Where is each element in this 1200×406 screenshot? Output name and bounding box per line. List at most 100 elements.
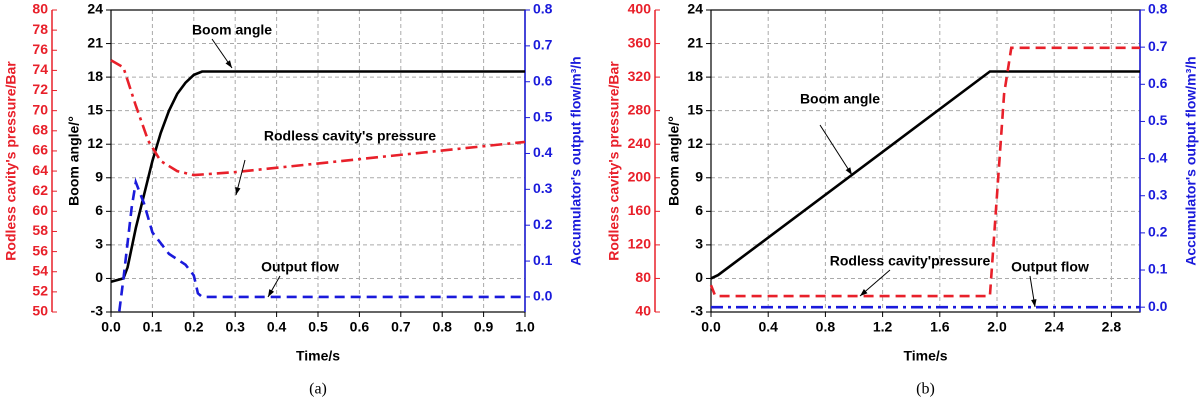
y-tick-label: 3 <box>695 236 703 252</box>
x-tick-label: 0.3 <box>225 319 245 335</box>
x-tick-label: 2.8 <box>1102 319 1122 335</box>
annotation: Output flow <box>261 259 339 275</box>
x-tick-label: 2.0 <box>987 319 1007 335</box>
y3-tick-label: 70 <box>32 101 48 117</box>
caption: (a) <box>309 381 327 398</box>
y-tick-label: 9 <box>695 168 703 184</box>
x-tick-label: 0.9 <box>474 319 494 335</box>
y2-tick-label: 0.4 <box>1148 149 1168 165</box>
arrow-head <box>1031 299 1037 307</box>
annotation: Boom angle <box>800 91 880 107</box>
y-tick-label: 9 <box>95 168 103 184</box>
x-tick-label: 0.7 <box>391 319 411 335</box>
y3-tick-label: 76 <box>32 41 48 57</box>
y2-tick-label: 0.3 <box>533 180 553 196</box>
y2-axis-title: Accumulator's output flow/m³/h <box>1183 56 1199 265</box>
y3-tick-label: 56 <box>32 242 48 258</box>
y2-tick-label: 0.2 <box>1148 224 1168 240</box>
y2-tick-label: 0.3 <box>1148 186 1168 202</box>
y3-axis-title: Rodless cavity's pressure/Bar <box>3 61 19 261</box>
y2-tick-label: 0.6 <box>1148 75 1168 91</box>
x-tick-label: 0.6 <box>350 319 370 335</box>
y3-tick-label: 74 <box>32 61 48 77</box>
y-tick-label: 21 <box>687 34 703 50</box>
y3-axis-title: Rodless cavity's pressure/Bar <box>606 61 622 261</box>
annotation: Output flow <box>1011 259 1089 275</box>
y2-axis-title: Accumulator's output flow/m³/h <box>568 56 584 265</box>
arrow-head <box>268 289 275 297</box>
y-tick-label: 24 <box>87 1 103 17</box>
x-tick-label: 0.4 <box>758 319 778 335</box>
y-tick-label: 3 <box>95 236 103 252</box>
y-tick-label: -3 <box>91 303 104 319</box>
y2-tick-label: 0.5 <box>1148 112 1168 128</box>
y2-tick-label: 0.0 <box>533 288 553 304</box>
y3-tick-label: 62 <box>32 182 48 198</box>
x-tick-label: 0.8 <box>432 319 452 335</box>
x-tick-label: 0.5 <box>308 319 328 335</box>
x-tick-label: 2.4 <box>1044 319 1064 335</box>
y-axis-title: Boom angle/° <box>666 116 682 206</box>
y2-tick-label: 0.0 <box>1148 298 1168 314</box>
y-tick-label: 24 <box>687 1 703 17</box>
x-axis-title: Time/s <box>903 348 947 364</box>
y3-tick-label: 50 <box>32 303 48 319</box>
y-tick-label: 12 <box>687 135 703 151</box>
series-line <box>110 70 525 284</box>
y2-tick-label: 0.6 <box>533 72 553 88</box>
y2-tick-label: 0.1 <box>1148 261 1168 277</box>
y-tick-label: 18 <box>87 68 103 84</box>
y2-tick-label: 0.2 <box>533 216 553 232</box>
y3-tick-label: 78 <box>32 21 48 37</box>
x-tick-label: 0.4 <box>267 319 287 335</box>
x-tick-label: 0.1 <box>143 319 163 335</box>
x-tick-label: 0.2 <box>184 319 204 335</box>
annotation: Boom angle <box>192 22 272 38</box>
annotation-arrow <box>819 124 853 176</box>
y-tick-label: 0 <box>95 269 103 285</box>
y2-tick-label: 0.8 <box>533 1 553 17</box>
y3-tick-label: 360 <box>628 34 652 50</box>
annotation: Rodless cavity'pressure <box>830 253 991 269</box>
y3-tick-label: 52 <box>32 283 48 299</box>
y3-tick-label: 280 <box>628 101 652 117</box>
x-tick-label: 0.0 <box>101 319 121 335</box>
caption: (b) <box>916 381 935 398</box>
y3-tick-label: 400 <box>628 1 652 17</box>
y3-tick-label: 160 <box>628 202 652 218</box>
y2-tick-label: 0.4 <box>533 144 553 160</box>
series-line <box>710 70 1140 280</box>
y2-tick-label: 0.5 <box>533 108 553 124</box>
y-tick-label: -3 <box>691 303 704 319</box>
x-tick-label: 1.2 <box>873 319 893 335</box>
y3-tick-label: 60 <box>32 202 48 218</box>
y3-tick-label: 120 <box>628 236 652 252</box>
arrow-head <box>845 167 852 175</box>
y2-tick-label: 0.7 <box>1148 38 1168 54</box>
y-tick-label: 21 <box>87 34 103 50</box>
arrow-head <box>225 60 232 68</box>
y3-tick-label: 40 <box>635 303 651 319</box>
y3-tick-label: 72 <box>32 81 48 97</box>
y2-tick-label: 0.1 <box>533 252 553 268</box>
y2-tick-label: 0.7 <box>533 37 553 53</box>
annotation: Rodless cavity's pressure <box>264 128 436 144</box>
x-tick-label: 0.0 <box>701 319 721 335</box>
series-line <box>110 59 526 177</box>
arrow-head <box>235 187 241 195</box>
y-tick-label: 6 <box>95 202 103 218</box>
y-tick-label: 6 <box>695 202 703 218</box>
y-tick-label: 15 <box>87 101 103 117</box>
y-tick-label: 0 <box>695 269 703 285</box>
x-tick-label: 1.0 <box>515 319 535 335</box>
y3-tick-label: 64 <box>32 162 48 178</box>
arrow-head <box>860 289 868 296</box>
y3-tick-label: 320 <box>628 68 652 84</box>
y2-tick-label: 0.8 <box>1148 1 1168 17</box>
y3-tick-label: 58 <box>32 222 48 238</box>
y3-tick-label: 240 <box>628 135 652 151</box>
y-tick-label: 18 <box>687 68 703 84</box>
y3-tick-label: 68 <box>32 122 48 138</box>
x-tick-label: 0.8 <box>816 319 836 335</box>
